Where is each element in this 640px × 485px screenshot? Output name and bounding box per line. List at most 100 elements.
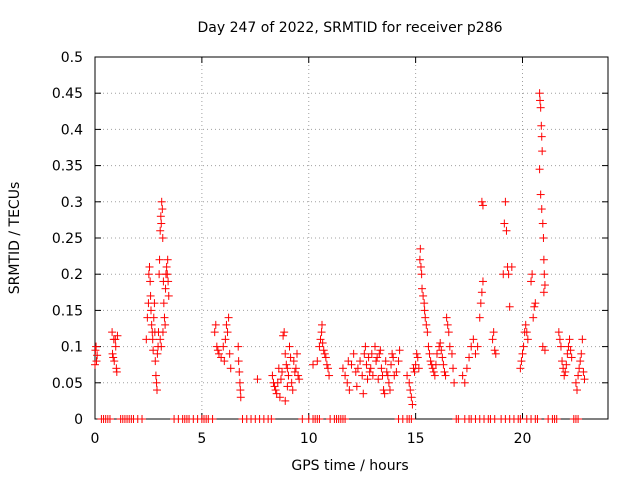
data-point xyxy=(431,360,440,369)
data-point xyxy=(344,357,353,366)
data-point xyxy=(476,299,485,308)
chart-title: Day 247 of 2022, SRMTID for receiver p28… xyxy=(197,20,502,36)
axis-layer: 0 0.05 0.1 0.15 0.2 0.25 0.3 0.35 0.4 0.45 0.5 0 5 10… xyxy=(52,50,609,447)
data-point xyxy=(317,328,326,337)
data-point xyxy=(414,364,423,373)
data-point xyxy=(573,386,582,395)
data-point xyxy=(111,335,120,344)
y-tick-label: 0.45 xyxy=(52,86,83,102)
data-point xyxy=(475,313,484,322)
data-point xyxy=(351,367,360,376)
data-point xyxy=(536,190,545,199)
data-point xyxy=(477,288,486,297)
data-points xyxy=(91,89,589,423)
data-point xyxy=(563,349,572,358)
data-point xyxy=(371,342,380,351)
data-point xyxy=(536,103,545,112)
data-point xyxy=(322,360,331,369)
data-point xyxy=(436,338,445,347)
data-point xyxy=(518,349,527,358)
data-point xyxy=(538,147,547,156)
data-point xyxy=(387,360,396,369)
y-tick-label: 0.25 xyxy=(52,231,83,247)
data-point xyxy=(471,349,480,358)
data-point xyxy=(235,367,244,376)
data-point xyxy=(419,291,428,300)
data-point xyxy=(160,313,169,322)
data-point xyxy=(273,378,282,387)
data-point xyxy=(149,346,158,355)
data-point xyxy=(279,331,288,340)
data-point xyxy=(270,382,279,391)
data-point xyxy=(365,367,374,376)
data-point xyxy=(408,400,417,409)
data-point xyxy=(580,375,589,384)
data-point xyxy=(352,382,361,391)
data-point xyxy=(390,371,399,380)
data-point xyxy=(389,353,398,362)
data-point xyxy=(566,346,575,355)
data-point xyxy=(283,382,292,391)
data-point xyxy=(540,270,549,279)
x-axis-label: GPS time / hours xyxy=(291,458,408,474)
data-point xyxy=(161,284,170,293)
data-point xyxy=(367,349,376,358)
data-point xyxy=(443,320,452,329)
data-point xyxy=(281,396,290,405)
data-point xyxy=(458,371,467,380)
data-point xyxy=(149,313,158,322)
data-point xyxy=(158,234,167,242)
data-point xyxy=(488,335,497,344)
data-point xyxy=(92,357,101,366)
data-point xyxy=(236,393,245,402)
data-point xyxy=(163,255,172,264)
data-point xyxy=(274,364,283,373)
data-point xyxy=(507,262,516,271)
data-point xyxy=(377,364,386,373)
data-point xyxy=(428,364,437,373)
data-point xyxy=(234,342,243,351)
data-point xyxy=(519,342,528,351)
data-point xyxy=(151,357,160,366)
data-point xyxy=(325,371,334,380)
data-point xyxy=(412,349,421,358)
data-point xyxy=(535,165,544,174)
data-point xyxy=(164,277,173,286)
data-point xyxy=(527,277,536,286)
data-point xyxy=(556,342,565,351)
data-point xyxy=(359,389,368,398)
x-tick-label: 20 xyxy=(514,431,532,447)
data-point xyxy=(576,357,585,366)
data-point xyxy=(161,320,170,329)
data-point xyxy=(234,357,243,366)
data-point xyxy=(323,364,332,373)
data-point xyxy=(151,371,160,380)
data-point xyxy=(275,393,284,402)
grid-layer xyxy=(95,57,608,419)
data-point xyxy=(394,357,403,366)
data-point xyxy=(380,389,389,398)
data-point xyxy=(505,302,514,311)
data-point xyxy=(292,349,301,358)
data-point xyxy=(321,353,330,362)
data-point xyxy=(146,291,155,300)
data-point xyxy=(341,371,350,380)
data-point xyxy=(349,349,358,358)
data-point xyxy=(157,197,166,206)
data-point xyxy=(221,335,230,344)
data-point xyxy=(405,378,414,387)
data-point xyxy=(473,342,482,351)
data-point xyxy=(315,342,324,351)
data-point xyxy=(462,364,471,373)
y-tick-label: 0.2 xyxy=(61,267,83,283)
data-point xyxy=(500,219,509,228)
data-point xyxy=(92,342,101,351)
data-point xyxy=(290,367,299,376)
data-point xyxy=(416,262,425,271)
data-point xyxy=(385,386,394,395)
data-point xyxy=(144,270,153,279)
data-point xyxy=(222,320,231,329)
data-point xyxy=(537,132,546,141)
data-point xyxy=(152,386,161,395)
